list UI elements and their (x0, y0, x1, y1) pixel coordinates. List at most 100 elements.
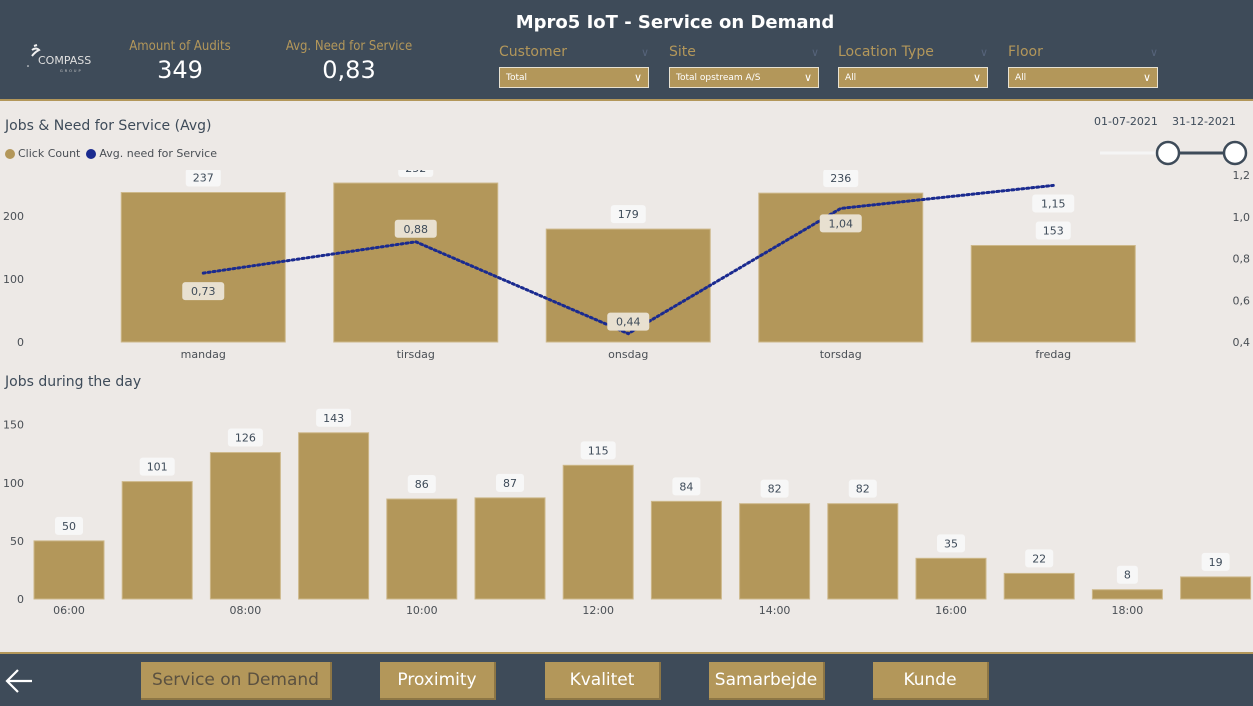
y-right-tick: 0,8 (1233, 253, 1251, 266)
location-type-dropdown[interactable]: All ∨ (838, 67, 988, 88)
chart1-legend: Click Count Avg. need for Service (5, 147, 217, 160)
nav-kvalitet[interactable]: Kvalitet (545, 662, 661, 700)
x-tick-label: mandag (181, 348, 226, 361)
legend-swatch-click-count (5, 149, 15, 159)
legend-label: Avg. need for Service (99, 147, 217, 160)
slicer-label: Location Type (838, 44, 934, 60)
bar-19:00 (1181, 577, 1251, 599)
bar-10:00 (387, 499, 457, 599)
bar-data-label: 84 (679, 480, 693, 493)
y-right-tick: 1,2 (1233, 170, 1251, 182)
line-data-label: 1,15 (1041, 197, 1066, 210)
bar-07:00 (122, 482, 192, 599)
bar-data-label: 86 (415, 478, 429, 491)
nav-proximity[interactable]: Proximity (380, 662, 496, 700)
bar-12:00 (563, 465, 633, 599)
x-tick-label: 18:00 (1112, 604, 1144, 617)
slicer-floor: Floor ∨ All∨ (1008, 43, 1158, 88)
bar-11:00 (475, 498, 545, 599)
bar-data-label: 252 (405, 170, 426, 175)
chart2-title: Jobs during the day (5, 374, 141, 390)
slicer-customer: Customer ∨ Total∨ (499, 43, 649, 88)
y-right-tick: 0,4 (1233, 336, 1251, 349)
nav-samarbejde[interactable]: Samarbejde (709, 662, 825, 700)
site-dropdown[interactable]: Total opstream A/S∨ (669, 67, 819, 88)
legend-swatch-avg-need (86, 149, 96, 159)
y-right-tick: 0,6 (1233, 294, 1251, 307)
x-tick-label: 12:00 (582, 604, 614, 617)
nav-kunde[interactable]: Kunde (873, 662, 989, 700)
bar-data-label: 22 (1032, 552, 1046, 565)
x-tick-label: fredag (1035, 348, 1071, 361)
bar-data-label: 179 (618, 208, 639, 221)
bar-data-label: 8 (1124, 569, 1131, 582)
bar-14:00 (740, 504, 810, 599)
legend-label: Click Count (18, 147, 80, 160)
header-bar: Mpro5 IoT - Service on Demand COMPASS GR… (0, 0, 1253, 101)
bar-data-label: 153 (1043, 224, 1064, 237)
jobs-need-combo-chart: 01002000,40,60,81,01,2237mandag252tirsda… (0, 170, 1253, 370)
y-tick: 0 (17, 593, 24, 606)
chevron-down-icon[interactable]: ∨ (1150, 46, 1158, 59)
bar-data-label: 101 (147, 461, 168, 474)
kpi-avg-need-for-service: Avg. Need for Service 0,83 (272, 39, 426, 84)
customer-dropdown[interactable]: Total∨ (499, 67, 649, 88)
bar-15:00 (828, 504, 898, 599)
line-data-label: 0,73 (191, 285, 216, 298)
chevron-down-icon: ∨ (973, 71, 981, 84)
floor-dropdown[interactable]: All∨ (1008, 67, 1158, 88)
logo-text: COMPASS (38, 54, 91, 67)
bar-data-label: 35 (944, 537, 958, 550)
slider-handle-end[interactable] (1224, 142, 1246, 164)
chevron-down-icon[interactable]: ∨ (980, 46, 988, 59)
slider-handle-start[interactable] (1157, 142, 1179, 164)
chart1-title: Jobs & Need for Service (Avg) (5, 118, 211, 134)
chevron-down-icon[interactable]: ∨ (641, 46, 649, 59)
bar-data-label: 236 (830, 172, 851, 185)
bar-data-label: 115 (588, 444, 609, 457)
bar-data-label: 82 (768, 483, 782, 496)
dropdown-value: All (845, 73, 856, 83)
bar-09:00 (299, 433, 369, 599)
nav-service-on-demand[interactable]: Service on Demand (141, 662, 332, 700)
y-tick: 100 (3, 477, 24, 490)
x-tick-label: onsdag (608, 348, 648, 361)
slicer-label: Floor (1008, 44, 1043, 60)
line-data-label: 0,88 (404, 223, 429, 236)
y-left-tick: 0 (17, 336, 24, 349)
bar-data-label: 143 (323, 412, 344, 425)
y-tick: 150 (3, 419, 24, 432)
kpi-label: Amount of Audits (118, 39, 242, 54)
chevron-down-icon[interactable]: ∨ (811, 46, 819, 59)
x-tick-label: 16:00 (935, 604, 967, 617)
date-end: 31-12-2021 (1172, 115, 1236, 128)
chevron-down-icon: ∨ (634, 71, 642, 84)
bar-tirsdag (334, 183, 498, 342)
line-data-label: 1,04 (829, 217, 854, 230)
y-tick: 50 (10, 535, 24, 548)
page-title: Mpro5 IoT - Service on Demand (450, 12, 900, 33)
y-right-tick: 1,0 (1233, 211, 1251, 224)
slicer-label: Site (669, 44, 696, 60)
line-data-label: 0,44 (616, 316, 641, 329)
bar-data-label: 50 (62, 520, 76, 533)
compass-logo: COMPASS GROUP (24, 42, 110, 78)
slicer-label: Customer (499, 44, 567, 60)
bar-08:00 (210, 453, 280, 599)
back-arrow-icon[interactable] (4, 668, 34, 694)
bar-17:00 (1004, 573, 1074, 599)
date-range-slider[interactable] (1095, 138, 1251, 168)
bar-data-label: 87 (503, 477, 517, 490)
kpi-label: Avg. Need for Service (272, 39, 426, 54)
bar-data-label: 19 (1209, 556, 1223, 569)
bar-18:00 (1092, 590, 1162, 599)
x-tick-label: tirsdag (397, 348, 435, 361)
x-tick-label: 08:00 (230, 604, 262, 617)
bar-data-label: 237 (193, 172, 214, 185)
bar-mandag (121, 193, 285, 342)
logo-subtext: GROUP (60, 69, 83, 73)
kpi-amount-of-audits: Amount of Audits 349 (118, 39, 242, 84)
dropdown-value: All (1015, 73, 1026, 83)
dropdown-value: Total opstream A/S (676, 73, 760, 83)
footer-nav: Service on Demand Proximity Kvalitet Sam… (0, 652, 1253, 706)
